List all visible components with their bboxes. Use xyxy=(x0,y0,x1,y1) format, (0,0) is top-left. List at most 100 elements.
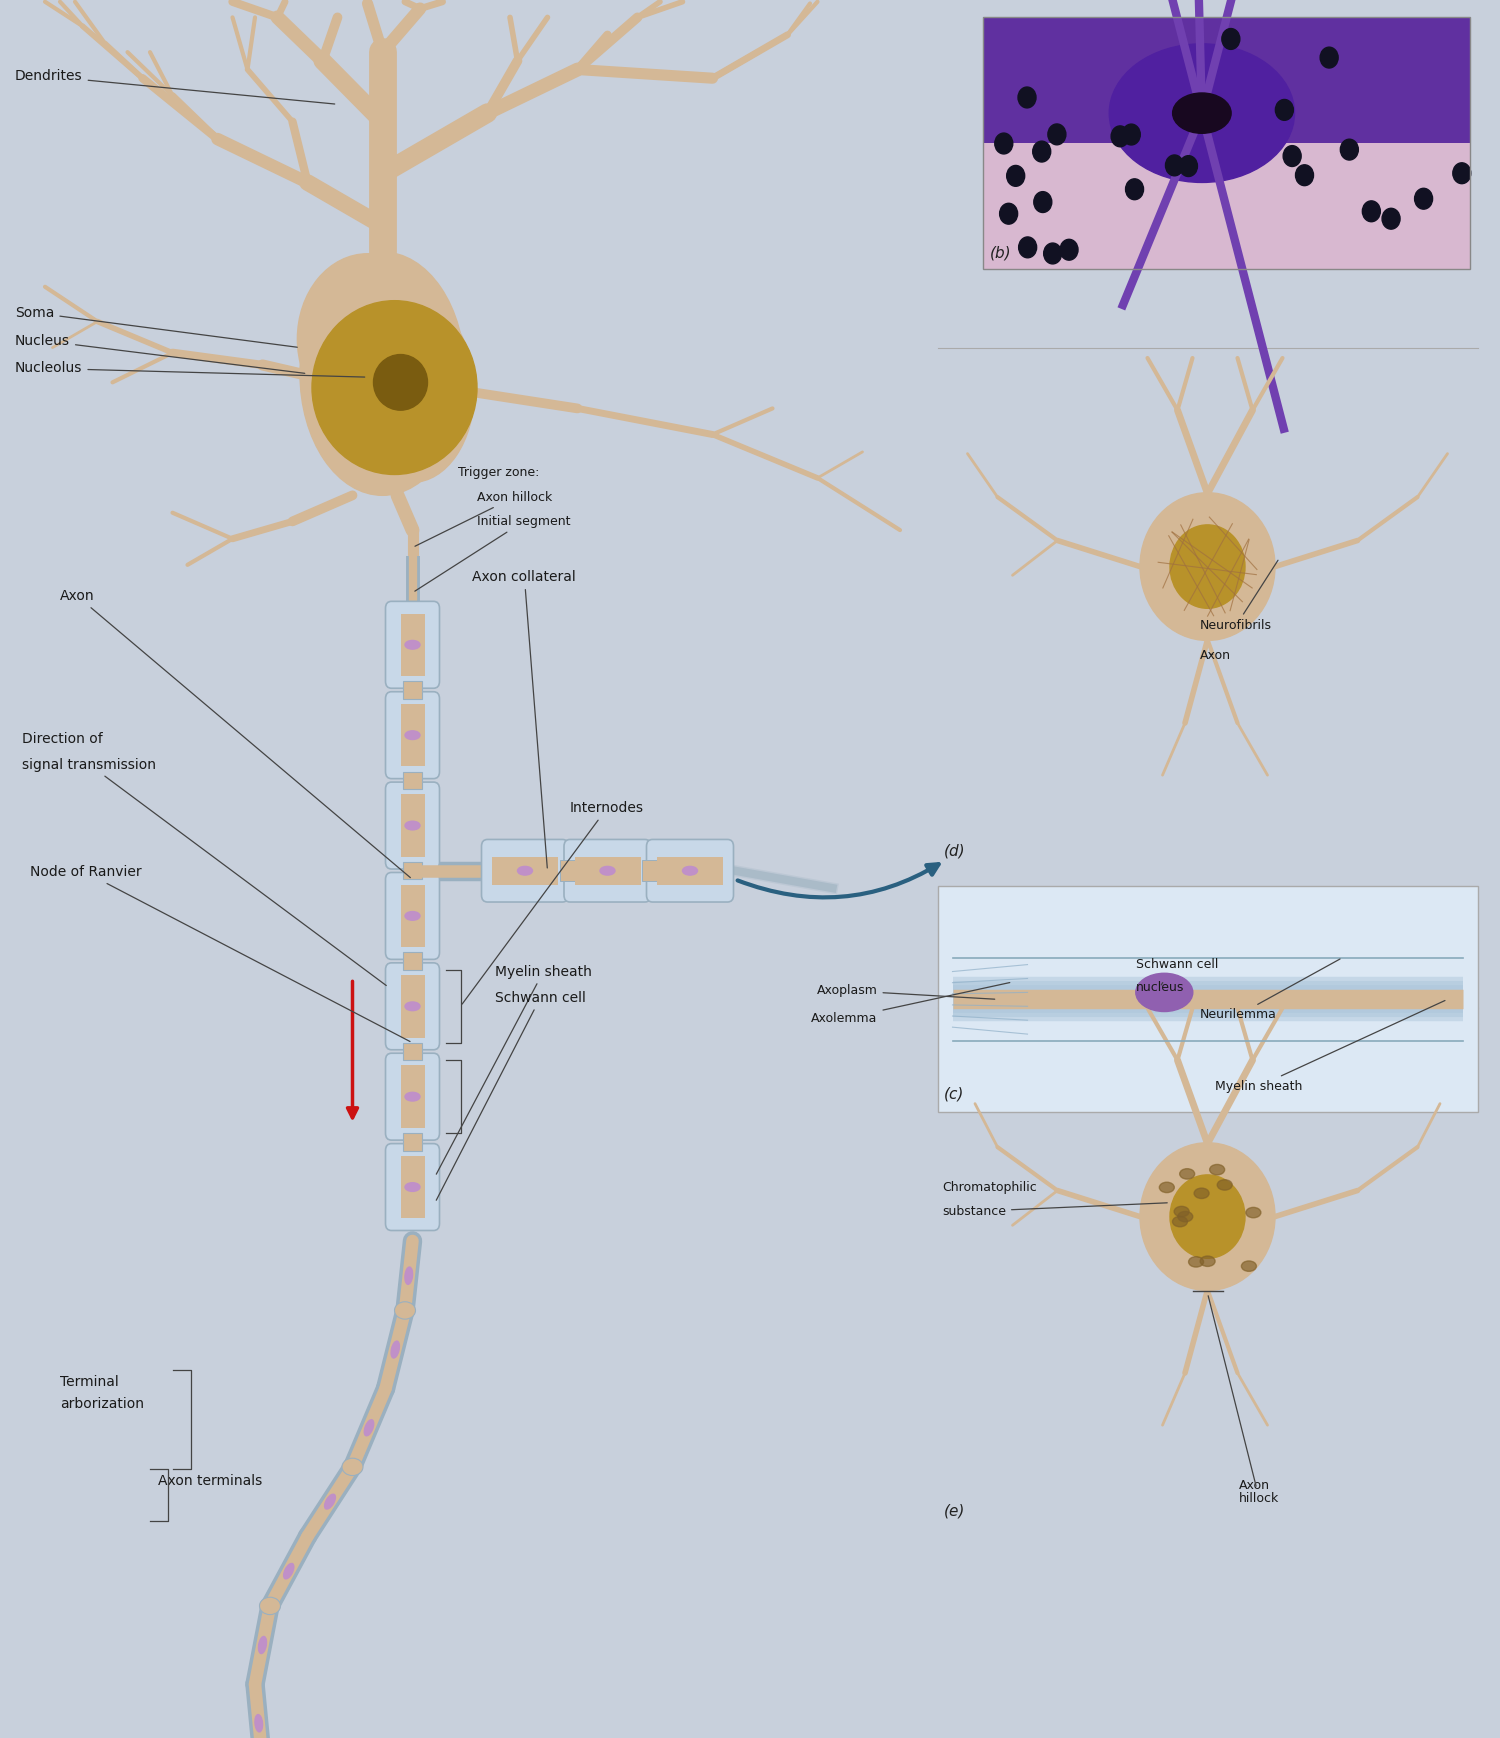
Text: (c): (c) xyxy=(944,1086,964,1102)
Bar xyxy=(402,952,423,970)
Circle shape xyxy=(1454,163,1472,184)
Circle shape xyxy=(1222,28,1240,49)
Text: substance: substance xyxy=(942,1203,1167,1218)
FancyBboxPatch shape xyxy=(386,963,439,1050)
Bar xyxy=(492,857,558,885)
Text: signal transmission: signal transmission xyxy=(22,758,387,985)
Bar xyxy=(982,17,1470,144)
Text: Axolemma: Axolemma xyxy=(812,982,1010,1025)
Text: Neurofibrils: Neurofibrils xyxy=(1200,560,1278,633)
Text: nucleus: nucleus xyxy=(1136,980,1184,994)
Text: Myelin sheath: Myelin sheath xyxy=(436,965,592,1175)
Bar xyxy=(402,862,423,879)
Bar xyxy=(400,1065,424,1128)
Circle shape xyxy=(1166,155,1184,176)
FancyBboxPatch shape xyxy=(386,601,439,688)
Text: Schwann cell: Schwann cell xyxy=(1136,958,1218,972)
Circle shape xyxy=(1032,141,1050,162)
Text: Direction of: Direction of xyxy=(22,732,104,746)
Ellipse shape xyxy=(1242,1262,1257,1272)
Bar xyxy=(400,704,424,766)
Ellipse shape xyxy=(284,1564,294,1578)
Ellipse shape xyxy=(1246,1208,1262,1218)
Ellipse shape xyxy=(1136,973,1192,1012)
Ellipse shape xyxy=(1209,1164,1224,1175)
Ellipse shape xyxy=(1173,92,1232,134)
Ellipse shape xyxy=(518,867,532,876)
Circle shape xyxy=(1282,146,1300,167)
Circle shape xyxy=(1048,123,1066,144)
Text: Axon collateral: Axon collateral xyxy=(472,570,576,867)
Bar xyxy=(560,860,574,881)
Ellipse shape xyxy=(1140,494,1275,641)
Circle shape xyxy=(1414,188,1432,209)
Ellipse shape xyxy=(364,1420,374,1436)
Ellipse shape xyxy=(405,1184,420,1192)
Ellipse shape xyxy=(1140,1144,1275,1290)
Text: arborization: arborization xyxy=(60,1397,144,1411)
Bar xyxy=(982,144,1470,269)
Ellipse shape xyxy=(405,1001,420,1012)
Text: Axon: Axon xyxy=(1200,648,1231,662)
Text: Dendrites: Dendrites xyxy=(15,70,334,104)
Circle shape xyxy=(1060,240,1078,261)
Ellipse shape xyxy=(312,301,477,474)
Circle shape xyxy=(1019,87,1036,108)
Ellipse shape xyxy=(374,355,427,410)
Text: Neurilemma: Neurilemma xyxy=(1200,959,1340,1022)
FancyBboxPatch shape xyxy=(386,782,439,869)
Text: Nucleolus: Nucleolus xyxy=(15,362,364,377)
FancyBboxPatch shape xyxy=(386,1053,439,1140)
Ellipse shape xyxy=(405,822,420,831)
Ellipse shape xyxy=(1216,1180,1231,1191)
Text: (b): (b) xyxy=(990,245,1011,261)
Bar xyxy=(402,772,423,789)
Ellipse shape xyxy=(405,1267,412,1284)
FancyBboxPatch shape xyxy=(386,872,439,959)
Circle shape xyxy=(1362,202,1380,222)
Bar xyxy=(657,857,723,885)
Text: (d): (d) xyxy=(944,843,964,859)
Ellipse shape xyxy=(300,252,465,495)
Text: (e): (e) xyxy=(944,1503,964,1519)
Text: Myelin sheath: Myelin sheath xyxy=(1215,1001,1444,1093)
Ellipse shape xyxy=(1179,1168,1194,1178)
Text: Axon terminals: Axon terminals xyxy=(158,1474,261,1488)
Text: Node of Ranvier: Node of Ranvier xyxy=(30,866,410,1041)
Circle shape xyxy=(1044,243,1062,264)
Text: Trigger zone:: Trigger zone: xyxy=(458,466,538,480)
Bar xyxy=(642,860,657,881)
Ellipse shape xyxy=(600,867,615,876)
Circle shape xyxy=(1007,165,1025,186)
Text: Internodes: Internodes xyxy=(462,801,644,1005)
Circle shape xyxy=(1112,125,1130,146)
Bar xyxy=(402,1133,423,1151)
Ellipse shape xyxy=(1170,525,1245,608)
Ellipse shape xyxy=(255,1715,262,1731)
Bar xyxy=(400,975,424,1038)
Ellipse shape xyxy=(297,254,438,424)
FancyBboxPatch shape xyxy=(482,839,568,902)
Circle shape xyxy=(994,134,1012,155)
Circle shape xyxy=(1122,123,1140,144)
Text: Axon hillock: Axon hillock xyxy=(416,490,552,546)
Bar xyxy=(400,794,424,857)
Ellipse shape xyxy=(392,1342,399,1357)
Ellipse shape xyxy=(260,1597,280,1615)
Text: Terminal: Terminal xyxy=(60,1375,118,1389)
Circle shape xyxy=(1019,236,1036,257)
Circle shape xyxy=(1341,139,1359,160)
Bar xyxy=(400,885,424,947)
Text: Initial segment: Initial segment xyxy=(416,514,570,591)
Circle shape xyxy=(1382,209,1400,229)
Circle shape xyxy=(1275,99,1293,120)
Ellipse shape xyxy=(1174,1206,1190,1217)
Ellipse shape xyxy=(1194,1189,1209,1199)
Bar xyxy=(400,1156,424,1218)
Text: Axoplasm: Axoplasm xyxy=(816,984,995,999)
Circle shape xyxy=(999,203,1017,224)
Text: Soma: Soma xyxy=(15,306,297,348)
Circle shape xyxy=(1179,156,1197,177)
Text: Axon: Axon xyxy=(1239,1479,1270,1493)
Ellipse shape xyxy=(405,1093,420,1102)
